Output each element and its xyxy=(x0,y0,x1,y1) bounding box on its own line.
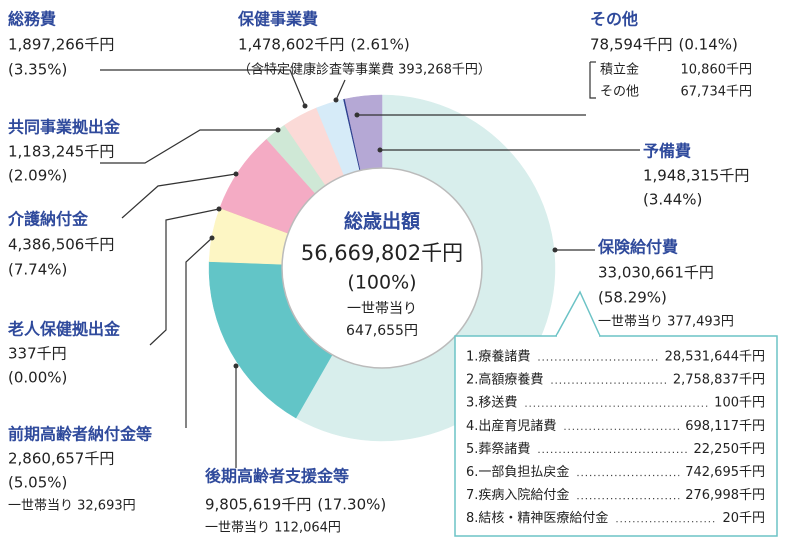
box-frame xyxy=(454,335,778,537)
leader-line xyxy=(121,173,237,219)
center-title: 総歳出額 xyxy=(344,210,420,233)
breakdown-value: 20千円 xyxy=(722,511,765,526)
value-label: 1,183,245千円 xyxy=(8,143,114,161)
other-item-value: 10,860千円 xyxy=(681,63,753,78)
leader-dot xyxy=(233,363,239,369)
value-label: 337千円 xyxy=(8,345,67,363)
breakdown-label: 7.疾病入院給付金 xyxy=(466,487,569,503)
center-household: 647,655円 xyxy=(346,323,418,339)
leader-dot xyxy=(354,112,360,118)
percent-label: (2.61%) xyxy=(350,36,409,54)
leader-dot xyxy=(302,103,308,109)
leader-line xyxy=(185,237,213,428)
leader-dot xyxy=(233,171,239,177)
value-label: 1,897,266千円 xyxy=(8,36,114,54)
breakdown-label: 5.葬祭諸費 xyxy=(466,441,530,457)
leader-dot xyxy=(275,127,281,133)
percent-label: (2.09%) xyxy=(8,167,67,185)
breakdown-value: 100千円 xyxy=(714,396,765,411)
breakdown-label: 1.療養諸費 xyxy=(466,349,530,365)
percent-label: (5.05%) xyxy=(8,474,67,492)
percent-label: (58.29%) xyxy=(598,289,667,307)
breakdown-box xyxy=(454,290,778,537)
value-label: 4,386,506千円 xyxy=(8,236,114,254)
leader-line xyxy=(100,129,278,164)
percent-label: (3.44%) xyxy=(643,191,702,209)
other-item-value: 67,734千円 xyxy=(681,85,753,100)
percent-label: (7.74%) xyxy=(8,261,67,279)
breakdown-label: 2.高額療養費 xyxy=(466,372,543,388)
value-label: 9,805,619千円 xyxy=(205,496,311,514)
leader-dot xyxy=(216,206,222,212)
leader-line xyxy=(149,208,220,346)
other-item-label: 積立金 xyxy=(600,62,639,78)
breakdown-label: 4.出産育児諸費 xyxy=(466,418,556,434)
value-label: 1,478,602千円 xyxy=(238,36,344,54)
breakdown-label: 3.移送費 xyxy=(466,396,517,411)
leader-lines xyxy=(100,61,640,468)
breakdown-value: 742,695千円 xyxy=(685,465,765,480)
center-household-title: 一世帯当り xyxy=(347,301,417,317)
leader-dot xyxy=(333,97,339,103)
category-label: 保健事業費 xyxy=(237,10,318,29)
category-label: 介護納付金 xyxy=(7,210,89,229)
value-label: 1,948,315千円 xyxy=(643,167,749,185)
breakdown-label: 6.一部負担払戻金 xyxy=(466,464,569,480)
category-label: 予備費 xyxy=(643,142,691,161)
leader-dot xyxy=(209,235,215,241)
per-household-label: 一世帯当り 377,493円 xyxy=(598,315,734,330)
center-total: 56,669,802千円 xyxy=(301,241,463,265)
leader-line xyxy=(335,79,346,101)
value-label: 2,860,657千円 xyxy=(8,450,114,468)
box-pointer xyxy=(555,290,601,337)
bracket xyxy=(589,62,596,99)
category-label: 老人保健拠出金 xyxy=(7,320,121,339)
breakdown-value: 276,998千円 xyxy=(685,488,765,503)
leader-line xyxy=(100,69,306,107)
category-label: その他 xyxy=(590,10,638,29)
category-label: 後期高齢者支援金等 xyxy=(205,467,349,486)
per-household-label: 一世帯当り 112,064円 xyxy=(205,521,341,536)
leader-dot xyxy=(377,147,383,153)
breakdown-value: 698,117千円 xyxy=(685,419,765,434)
breakdown-label: 8.結核・精神医療給付金 xyxy=(466,510,608,526)
breakdown-value: 22,250千円 xyxy=(694,442,766,457)
breakdown-value: 2,758,837千円 xyxy=(673,373,765,388)
other-item-label: その他 xyxy=(600,85,639,100)
category-label: 総務費 xyxy=(8,10,56,29)
category-label: 共同事業拠出金 xyxy=(8,118,121,137)
per-household-label: 一世帯当り 32,693円 xyxy=(8,499,136,514)
leader-dot xyxy=(552,247,558,253)
value-label: 78,594千円 xyxy=(590,36,673,54)
center-percent: (100%) xyxy=(347,272,416,294)
percent-label: (0.14%) xyxy=(679,36,738,54)
category-label: 前期高齢者納付金等 xyxy=(8,425,152,444)
percent-label: (0.00%) xyxy=(8,369,67,387)
category-label: 保険給付費 xyxy=(597,238,678,257)
center-circle xyxy=(281,167,483,369)
value-label: 33,030,661千円 xyxy=(598,264,714,282)
health-note: （含特定健康診査等事業費 393,268千円） xyxy=(238,62,491,78)
breakdown-value: 28,531,644千円 xyxy=(665,350,765,365)
percent-label: (17.30%) xyxy=(317,496,386,514)
percent-label: (3.35%) xyxy=(8,61,67,79)
